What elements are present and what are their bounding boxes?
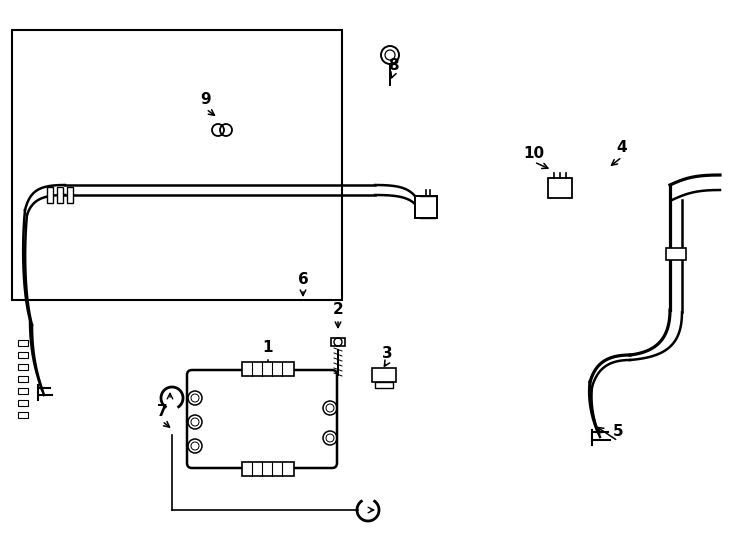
Text: 2: 2 (333, 302, 344, 318)
Text: 9: 9 (200, 92, 211, 107)
Text: 3: 3 (382, 346, 392, 361)
Bar (57, 187, 63, 203)
Bar (242, 362, 294, 376)
Bar (12, 30, 342, 300)
Bar (242, 462, 294, 476)
Bar (47, 187, 53, 203)
Text: 4: 4 (617, 140, 628, 156)
Text: 1: 1 (263, 341, 273, 355)
FancyBboxPatch shape (415, 196, 437, 218)
Text: 10: 10 (523, 145, 545, 160)
Text: 7: 7 (156, 404, 167, 420)
Text: 8: 8 (388, 57, 399, 72)
Bar (18, 340, 28, 346)
Bar (666, 248, 686, 260)
Bar (375, 382, 393, 388)
Text: 6: 6 (297, 273, 308, 287)
Bar (18, 388, 28, 394)
Bar (331, 338, 345, 346)
Bar (67, 187, 73, 203)
Bar (372, 368, 396, 382)
Bar (18, 400, 28, 406)
Text: 5: 5 (613, 424, 623, 440)
FancyBboxPatch shape (548, 178, 572, 198)
FancyBboxPatch shape (187, 370, 337, 468)
Bar (18, 364, 28, 370)
Bar (18, 412, 28, 418)
Bar (18, 352, 28, 358)
Bar (18, 376, 28, 382)
